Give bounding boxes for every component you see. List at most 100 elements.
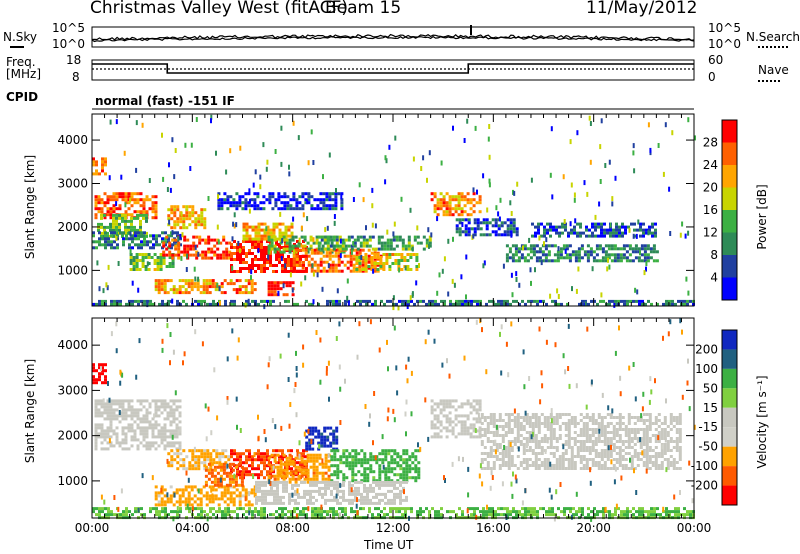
nave-tick-top: 60	[708, 53, 724, 67]
power-colorbar-tick-4: 20	[703, 181, 718, 195]
velocity-region-8	[330, 449, 421, 483]
freq-tick-bottom: 8	[72, 70, 80, 84]
velocity-colorbar-tick-2: 50	[703, 381, 718, 395]
power-colorbar-frame	[721, 119, 738, 301]
power-ytick-label-0: 1000	[57, 263, 88, 277]
velocity-colorbar-tick-7: -200	[691, 479, 718, 493]
power-colorbar-swatch-6	[722, 142, 737, 165]
nsearch-label: N.Search	[746, 30, 800, 44]
nave-dotted-key	[758, 80, 780, 82]
power-region-18	[531, 222, 657, 238]
nsky-strip-frame	[91, 26, 695, 48]
velocity-colorbar-swatch-3	[722, 388, 737, 408]
velocity-region-10	[430, 399, 482, 439]
velocity-region-0	[92, 363, 107, 385]
velocity-region-3	[167, 449, 231, 471]
power-colorbar-tick-1: 8	[710, 248, 718, 262]
velocity-region-9	[255, 480, 408, 505]
power-colorbar-swatch-1	[722, 255, 737, 278]
x-tick-label-3: 12:00	[376, 521, 411, 535]
velocity-region-11	[480, 413, 682, 470]
nsky-tick-bottom: 10^0	[52, 37, 85, 51]
power-colorbar-tick-3: 16	[703, 203, 718, 217]
power-colorbar-swatch-3	[722, 210, 737, 233]
nsearch-tick-top: 10^5	[708, 21, 741, 35]
velocity-region-5	[204, 462, 244, 487]
velocity-colorbar-tick-1: 100	[695, 362, 718, 376]
power-ytick-label-1: 2000	[57, 220, 88, 234]
velocity-colorbar-frame	[721, 329, 738, 506]
x-axis-title: Time UT	[364, 538, 414, 552]
velocity-colorbar-tick-6: -100	[691, 459, 718, 473]
nsky-label: N.Sky	[3, 30, 38, 44]
velocity-ytick-label-0: 1000	[57, 474, 88, 488]
power-region-15	[430, 192, 482, 217]
velocity-ytick-label-2: 3000	[57, 383, 88, 397]
velocity-speckles	[100, 318, 696, 522]
power-region-16	[455, 218, 519, 237]
power-colorbar-tick-2: 12	[703, 226, 718, 240]
velocity-colorbar-swatch-4	[722, 407, 737, 428]
x-tick-label-1: 04:00	[175, 521, 210, 535]
velocity-colorbar-swatch-5	[722, 427, 737, 447]
x-tick-label-5: 20:00	[576, 521, 611, 535]
nsky-tick-top: 10^5	[52, 21, 85, 35]
nsearch-tick-bottom: 10^0	[708, 37, 741, 51]
nsky-spike	[470, 25, 472, 35]
power-region-1	[94, 192, 158, 220]
beam-label: Beam 15	[325, 0, 402, 18]
freq-trace	[92, 63, 694, 74]
x-tick-label-0: 00:00	[75, 521, 110, 535]
freq-label-line1: Freq.	[6, 55, 36, 69]
nsearch-dotted-key	[758, 46, 788, 48]
power-region-17	[505, 244, 659, 263]
velocity-colorbar-tick-3: 15	[703, 401, 718, 415]
power-speckles	[96, 114, 696, 311]
velocity-region-2	[154, 485, 257, 507]
x-tick-label-4: 16:00	[476, 521, 511, 535]
power-region-14	[355, 253, 419, 271]
x-tick-label-6: 00:00	[677, 521, 712, 535]
velocity-colorbar-swatch-0	[722, 330, 737, 350]
velocity-ytick-label-1: 2000	[57, 429, 88, 443]
power-region-5	[162, 235, 232, 260]
power-colorbar-tick-6: 28	[703, 136, 718, 150]
power-region-6	[167, 205, 207, 230]
power-colorbar-tick-0: 4	[710, 271, 718, 285]
power-ytick-label-3: 4000	[57, 133, 88, 147]
power-region-7	[154, 279, 257, 295]
freq-label-line2: [MHz]	[6, 67, 42, 81]
nsearch-trace	[91, 35, 695, 43]
velocity-region-1	[94, 399, 182, 451]
velocity-colorbar-swatch-7	[722, 466, 737, 486]
power-region-0	[92, 157, 107, 176]
cpid-value: normal (fast) -151 IF	[95, 94, 235, 108]
date-label: 11/May/2012	[586, 0, 698, 18]
velocity-ytick-label-3: 4000	[57, 338, 88, 352]
power-frame	[91, 113, 695, 307]
nave-label: Nave	[758, 63, 789, 77]
power-region-13	[317, 235, 432, 251]
power-region-10	[267, 281, 295, 297]
velocity-colorbar-swatch-6	[722, 446, 737, 467]
power-colorbar-swatch-0	[722, 277, 737, 300]
power-region-20	[92, 299, 695, 306]
cpid-label: CPID	[6, 90, 39, 104]
power-colorbar-swatch-5	[722, 165, 737, 188]
power-colorbar-swatch-4	[722, 187, 737, 210]
velocity-colorbar-swatch-8	[722, 485, 737, 505]
velocity-colorbar-tick-0: 200	[695, 342, 718, 356]
power-region-4	[129, 253, 175, 271]
power-colorbar-swatch-2	[722, 232, 737, 255]
nsky-underline	[10, 46, 24, 48]
nave-tick-bottom: 0	[708, 70, 716, 84]
x-tick-label-2: 08:00	[275, 521, 310, 535]
power-region-19	[217, 192, 344, 211]
velocity-colorbar-tick-5: -50	[698, 440, 718, 454]
power-colorbar-tick-5: 24	[703, 158, 718, 172]
power-ytick-label-2: 3000	[57, 177, 88, 191]
velocity-region-6	[267, 453, 331, 484]
power-colorbar-swatch-7	[722, 120, 737, 143]
velocity-colorbar-swatch-1	[722, 349, 737, 369]
